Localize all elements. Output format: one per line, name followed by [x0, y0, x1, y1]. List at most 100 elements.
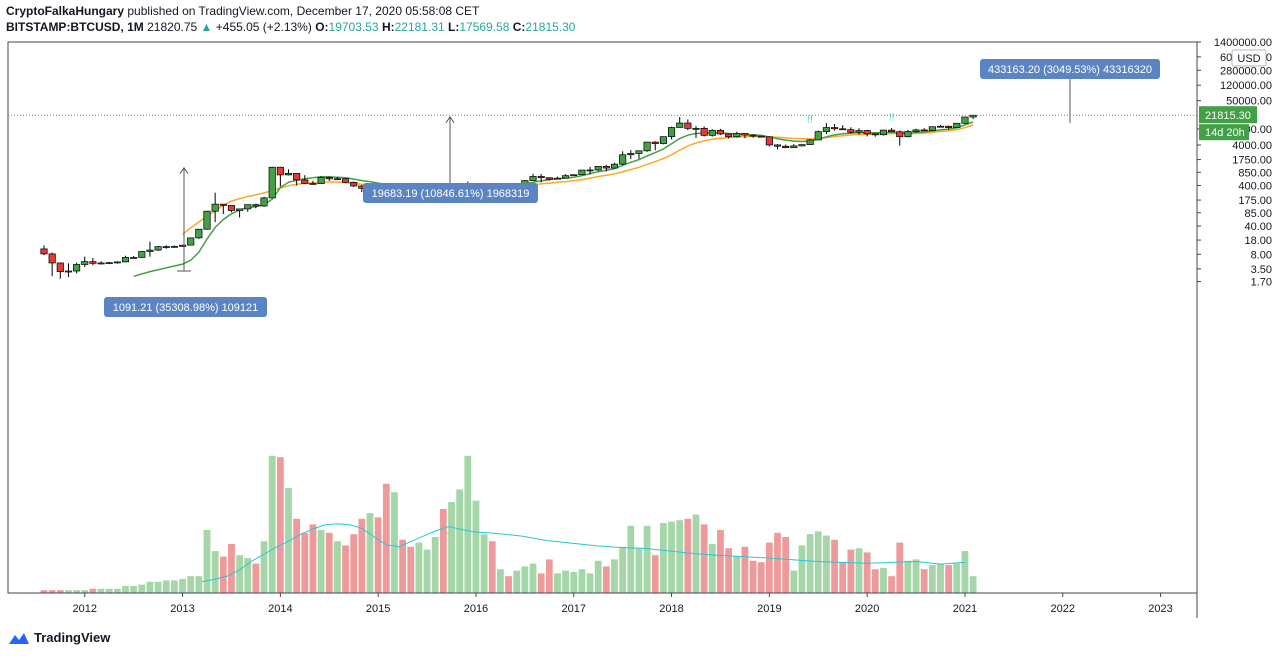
volume-bar — [969, 576, 977, 593]
candle — [276, 166, 284, 187]
y-tick-label: 280000.00 — [1220, 65, 1272, 77]
author-name[interactable]: CryptoFalkaHungary — [6, 4, 125, 18]
volume-bar — [366, 513, 374, 593]
candle — [97, 261, 105, 265]
candle — [121, 255, 130, 263]
signal-marker: !! — [889, 113, 895, 124]
candle-body — [659, 136, 667, 144]
volume-bar — [203, 530, 211, 593]
candle-body — [610, 163, 619, 169]
volume-bar — [56, 590, 64, 593]
tradingview-footer[interactable]: TradingView — [8, 630, 110, 645]
candle — [627, 150, 635, 160]
volume-bar — [317, 530, 325, 593]
volume-bar — [505, 576, 512, 593]
candle-body — [284, 172, 293, 176]
candle-body — [700, 127, 708, 136]
candle — [708, 129, 716, 137]
candle — [945, 125, 953, 130]
volume-bar — [676, 520, 684, 593]
volume-bar — [113, 588, 121, 593]
volume-bar — [578, 569, 586, 593]
y-tick-label: 1750.00 — [1232, 155, 1272, 167]
volume-bar — [325, 532, 333, 593]
candle-body — [252, 204, 260, 207]
price-change: +455.05 (+2.13%) — [215, 20, 312, 34]
candle — [130, 255, 138, 259]
candle — [798, 144, 806, 147]
volume-bar — [619, 546, 627, 593]
volume-bar — [97, 588, 105, 593]
volume-bar — [871, 569, 879, 593]
volume-bar — [594, 560, 602, 593]
measure-callout: 1091.21 (35308.98%) 109121 — [104, 166, 267, 317]
volume-bar — [806, 534, 814, 593]
low-label: L: — [448, 20, 460, 34]
candle — [904, 129, 912, 138]
candle-body — [40, 248, 48, 255]
y-tick-label: 175.00 — [1238, 195, 1272, 207]
y-tick-label: 40.00 — [1244, 221, 1272, 233]
candle — [301, 175, 309, 184]
candle-body — [912, 129, 920, 132]
volume-bar — [472, 500, 480, 593]
footer-brand: TradingView — [34, 630, 111, 645]
candle — [113, 261, 121, 264]
candle-body — [733, 133, 741, 138]
candle-body — [342, 178, 350, 183]
time-axis[interactable]: 2012 2013 2014 2015 2016 2017 2018 2019 2020 2021… — [73, 593, 1173, 615]
candle-body — [170, 246, 178, 248]
x-tick-label: 2020 — [855, 603, 879, 615]
volume-bar — [920, 569, 928, 593]
candle — [716, 128, 725, 136]
measure-label: 19683.19 (10846.61%) 1968319 — [372, 188, 530, 200]
ma-fast-line — [133, 121, 974, 278]
candle-body — [716, 129, 725, 135]
measure-label-box — [980, 59, 1160, 79]
measure-label: 1091.21 (35308.98%) 109121 — [113, 302, 259, 314]
volume-bar — [211, 551, 219, 593]
volume-bar — [545, 559, 553, 593]
candle — [619, 151, 627, 166]
volume-bar — [790, 570, 798, 593]
volume-bar — [562, 570, 569, 593]
volume-bar — [863, 552, 871, 593]
volume-bar — [896, 542, 904, 593]
candle-body — [961, 116, 969, 124]
volume-bar — [342, 545, 349, 593]
volume-bar — [700, 524, 708, 593]
volume-bar — [40, 590, 48, 593]
measure-label-box — [363, 183, 538, 203]
x-tick-label: 2013 — [170, 603, 194, 615]
x-tick-label: 2022 — [1051, 603, 1075, 615]
candle-body — [179, 244, 187, 247]
candle — [700, 126, 708, 137]
candle — [578, 169, 586, 176]
volume-bar — [374, 517, 382, 593]
x-tick-label: 2018 — [659, 603, 683, 615]
candle-body — [309, 183, 317, 185]
candle — [203, 210, 211, 230]
candle — [969, 114, 977, 120]
candle — [529, 173, 537, 181]
candle-body — [113, 261, 121, 264]
volume-bar — [537, 573, 545, 593]
volume-bar — [236, 555, 243, 593]
candle-body — [790, 145, 798, 149]
volume-bar — [334, 541, 341, 593]
ohlc-legend: BITSTAMP:BTCUSD, 1M 21820.75 ▲ +455.05 (… — [6, 20, 575, 34]
volume-bar — [382, 483, 390, 593]
y-tick-label: 1.70 — [1251, 277, 1272, 289]
candle-body — [627, 153, 635, 156]
candle-body — [562, 175, 570, 179]
symbol-label[interactable]: BITSTAMP:BTCUSD, 1M — [6, 20, 144, 34]
candle-body — [529, 176, 537, 181]
candle — [733, 131, 741, 138]
candle-body — [904, 131, 912, 138]
price-axis[interactable]: 1400000.00600000.00280000.00120000.00500… — [1197, 37, 1272, 289]
high-value: 22181.31 — [394, 20, 445, 34]
candle — [244, 204, 252, 212]
publish-info: published on TradingView.com, December 1… — [127, 4, 480, 18]
candle-body — [953, 122, 961, 128]
